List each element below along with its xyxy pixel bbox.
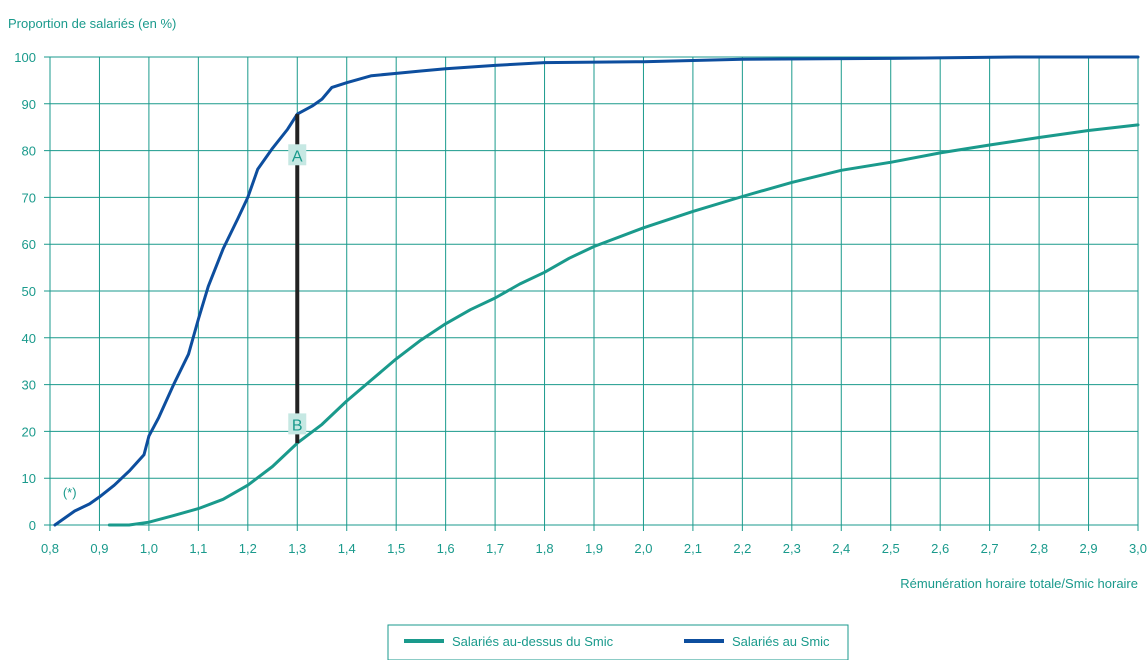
y-tick-label: 70 [22,190,36,205]
y-tick-label: 50 [22,284,36,299]
annotation-label-a: A [292,148,303,165]
x-tick-label: 2,2 [733,541,751,556]
series-line-salaries-au-dessus-du-smic [107,123,1140,527]
x-tick-label: 2,8 [1030,541,1048,556]
x-axis-tick-labels: 0,8 0,9 1,0 1,1 1,2 1,3 1,4 1,5 1,6 1,7 1,8 1,9 2,0 2… [41,541,1147,556]
annotation-label-a-box [288,144,307,166]
y-tick-label: 90 [22,97,36,112]
x-tick-label: 2,0 [634,541,652,556]
legend-label: Salariés au-dessus du Smic [452,634,614,649]
chart-annotations: A B (*) [63,114,307,500]
x-tick-label: 1,9 [585,541,603,556]
chart-series [53,55,1140,527]
x-tick-label: 1,6 [437,541,455,556]
x-tick-label: 2,3 [783,541,801,556]
y-tick-label: 40 [22,331,36,346]
annotation-star-note: (*) [63,485,77,500]
x-tick-label: 0,8 [41,541,59,556]
y-tick-label: 30 [22,378,36,393]
y-axis-tick-labels: 0 10 20 30 40 50 60 70 80 90 100 [14,50,36,533]
chart-legend: Salariés au-dessus du Smic Salariés au Sm… [387,624,849,661]
x-tick-label: 1,0 [140,541,158,556]
annotation-label-b-box [288,413,307,435]
x-tick-label: 3,0 [1129,541,1147,556]
y-tick-label: 0 [29,518,36,533]
x-tick-label: 1,4 [338,541,356,556]
y-tick-label: 10 [22,471,36,486]
y-axis-title: Proportion de salariés (en %) [8,16,176,31]
legend-label: Salariés au Smic [732,634,830,649]
chart-grid [44,56,1139,531]
y-tick-label: 60 [22,237,36,252]
x-tick-label: 1,1 [189,541,207,556]
x-tick-label: 2,9 [1080,541,1098,556]
x-tick-label: 1,3 [288,541,306,556]
x-tick-label: 1,2 [239,541,257,556]
x-tick-label: 1,5 [387,541,405,556]
annotation-label-b: B [292,417,303,434]
y-tick-label: 100 [14,50,36,65]
x-tick-label: 1,7 [486,541,504,556]
x-tick-label: 2,6 [931,541,949,556]
x-tick-label: 2,4 [832,541,850,556]
series-line-salaries-au-smic [53,55,1140,527]
x-tick-label: 2,1 [684,541,702,556]
x-axis-title: Rémunération horaire totale/Smic horaire [900,576,1138,591]
x-tick-label: 1,8 [536,541,554,556]
x-tick-label: 0,9 [90,541,108,556]
y-tick-label: 20 [22,424,36,439]
y-tick-label: 80 [22,144,36,159]
x-tick-label: 2,5 [882,541,900,556]
x-tick-label: 2,7 [981,541,999,556]
